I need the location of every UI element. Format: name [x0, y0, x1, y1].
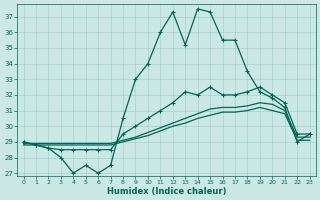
X-axis label: Humidex (Indice chaleur): Humidex (Indice chaleur) [107, 187, 226, 196]
